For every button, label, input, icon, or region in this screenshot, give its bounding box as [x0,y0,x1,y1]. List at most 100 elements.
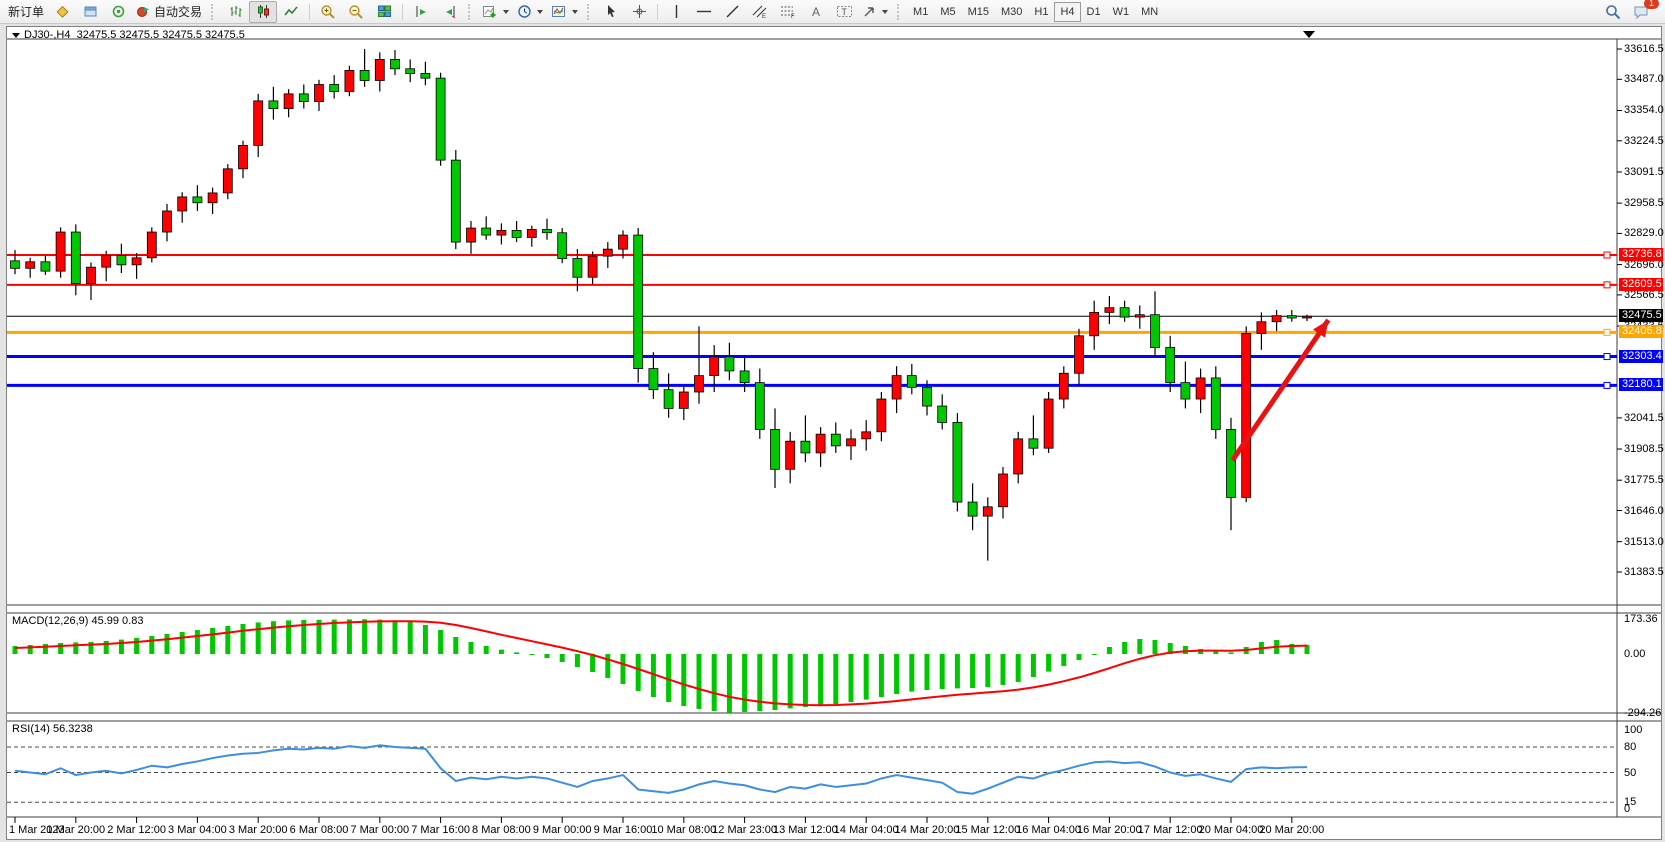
timeframe-button-mn[interactable]: MN [1141,5,1159,18]
timeframe-button-m1[interactable]: M1 [913,5,929,18]
candle-body[interactable] [648,368,659,391]
trend-arrow-head[interactable] [1312,320,1329,338]
hline-handle[interactable] [1603,251,1611,259]
text-button[interactable]: A [802,1,830,23]
chart-canvas[interactable] [7,27,1661,839]
equidistant-channel-button[interactable]: E [746,1,774,23]
templates-button[interactable] [547,1,582,23]
candle-body[interactable] [131,257,142,266]
candle-body[interactable] [283,93,294,110]
candle-body[interactable] [1165,347,1176,384]
candle-body[interactable] [815,433,826,454]
timeframe-button-m15[interactable]: M15 [967,5,989,18]
candle-body[interactable] [146,231,157,259]
candle-body[interactable] [1210,377,1221,430]
candle-body[interactable] [1256,321,1267,334]
hline-handle[interactable] [1603,328,1611,336]
candle-body[interactable] [86,266,96,284]
candle-body[interactable] [967,501,978,517]
trendline-button[interactable] [718,1,746,23]
candle-body[interactable] [602,248,613,257]
candle-body[interactable] [405,68,416,74]
candle-body[interactable] [238,144,248,170]
chart-candles-button[interactable] [249,0,278,23]
candle-body[interactable] [253,100,264,146]
fibonacci-button[interactable]: F [774,1,802,23]
candle-body[interactable] [314,84,324,102]
candle-body[interactable] [10,260,20,269]
candle-body[interactable] [906,375,917,388]
tile-windows-button[interactable] [370,1,398,23]
candle-body[interactable] [557,232,568,259]
candle-body[interactable] [298,93,309,102]
chart-line-button[interactable] [277,1,305,23]
candle-body[interactable] [55,231,66,272]
timeframe-button-w1[interactable]: W1 [1112,5,1130,18]
cursor-button[interactable] [597,1,625,23]
vertical-line-button[interactable] [662,1,690,23]
candle-body[interactable] [1058,372,1069,400]
candle-body[interactable] [891,375,902,400]
chart-shift-button[interactable] [407,1,435,23]
candle-body[interactable] [177,196,188,212]
candle-body[interactable] [1028,438,1039,449]
candle-body[interactable] [937,405,948,423]
notifications-button[interactable]: 1 [1627,0,1659,23]
candle-body[interactable] [998,473,1008,508]
hline-handle[interactable] [1603,381,1611,389]
candle-body[interactable] [1195,377,1206,400]
candle-body[interactable] [587,255,598,278]
candle-body[interactable] [101,255,112,268]
candle-body[interactable] [982,506,993,517]
candle-body[interactable] [694,375,704,393]
timeframe-button-d1[interactable]: D1 [1086,5,1101,18]
timeframe-button-h4[interactable]: H4 [1054,1,1081,22]
arrows-button[interactable] [858,1,892,23]
candle-body[interactable] [1226,429,1236,498]
timeframe-button-m5[interactable]: M5 [940,5,956,18]
candle-body[interactable] [359,70,370,81]
candle-body[interactable] [207,192,218,204]
candle-body[interactable] [40,261,51,272]
zoom-in-button[interactable] [314,1,342,23]
candle-body[interactable] [724,356,735,372]
candle-body[interactable] [830,433,841,447]
candle-body[interactable] [678,391,689,409]
candle-body[interactable] [162,210,172,233]
candle-body[interactable] [542,229,552,234]
hline-handle[interactable] [1603,353,1611,361]
candle-body[interactable] [1134,314,1145,318]
chart-menu-icon[interactable] [12,33,20,38]
periods-button[interactable] [513,1,547,23]
market-watch-button[interactable] [48,1,76,23]
candle-body[interactable] [1286,315,1297,319]
candle-body[interactable] [329,84,340,92]
chart-shift-marker[interactable] [1303,31,1315,38]
crosshair-button[interactable] [625,1,653,23]
candle-body[interactable] [846,438,856,447]
candle-body[interactable] [1104,307,1115,313]
candle-body[interactable] [374,59,385,81]
candle-body[interactable] [511,229,522,238]
candle-body[interactable] [876,398,887,433]
navigator-button[interactable] [76,1,104,23]
signals-button[interactable] [104,1,132,23]
candle-body[interactable] [25,261,36,269]
candle-body[interactable] [420,73,431,79]
candle-body[interactable] [192,196,203,204]
candle-body[interactable] [435,77,446,161]
candle-body[interactable] [633,234,644,369]
candle-body[interactable] [268,100,279,110]
candle-body[interactable] [1302,315,1312,319]
candle-body[interactable] [466,227,476,243]
timeframe-button-m30[interactable]: M30 [1001,5,1023,18]
candle-body[interactable] [1089,311,1100,337]
text-label-button[interactable]: T [830,1,858,23]
candle-body[interactable] [1150,314,1160,348]
new-order-button[interactable]: 新订单 [4,1,48,23]
candle-body[interactable] [344,70,355,92]
candle-body[interactable] [1043,398,1054,449]
candle-body[interactable] [1241,333,1252,498]
candle-body[interactable] [800,440,811,454]
candle-body[interactable] [70,231,81,284]
